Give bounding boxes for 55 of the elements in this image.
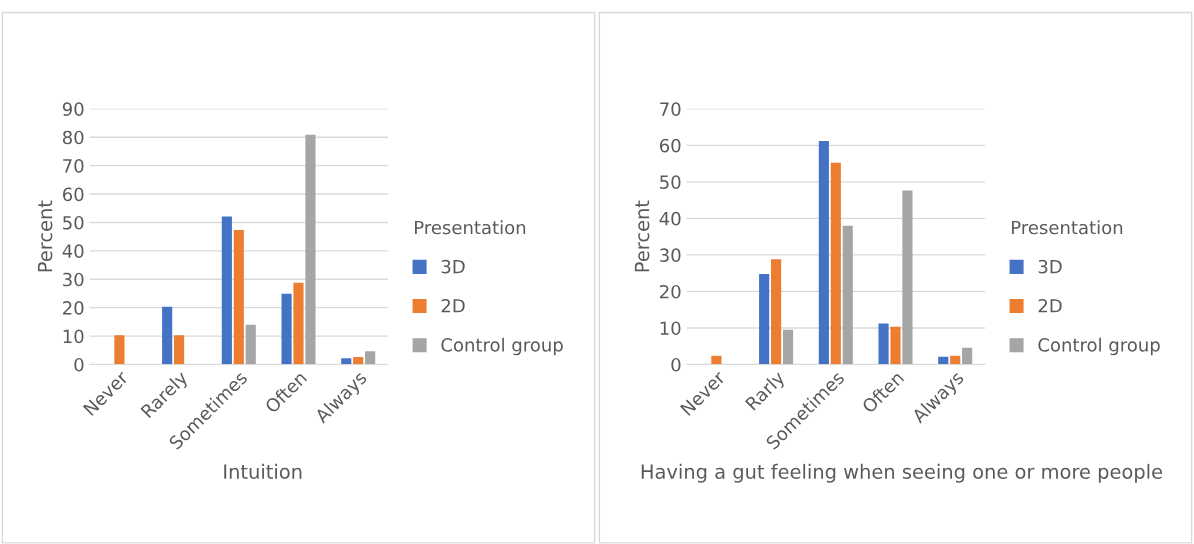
bar <box>902 190 913 365</box>
bar <box>759 273 770 365</box>
bar <box>818 140 829 365</box>
legend-title: Presentation <box>415 220 526 235</box>
y-tick-label: 30 <box>660 248 681 263</box>
legend-label: 2D <box>441 298 465 313</box>
bar <box>245 324 256 365</box>
y-tick-label: 20 <box>660 284 681 299</box>
bar <box>938 356 949 365</box>
y-tick-label: 90 <box>62 102 84 116</box>
y-tick-label: 70 <box>660 102 681 116</box>
y-tick-label: 40 <box>62 244 84 258</box>
bar <box>782 329 794 365</box>
bar <box>365 351 376 365</box>
bar <box>830 162 841 365</box>
bar <box>221 216 232 365</box>
bar <box>771 259 782 365</box>
bar <box>233 230 244 365</box>
bar <box>950 355 961 365</box>
y-tick-label: 0 <box>74 357 84 372</box>
bar <box>293 282 304 365</box>
legend-label: 3D <box>1038 259 1062 274</box>
bar <box>878 323 889 365</box>
legend-title: Presentation <box>1012 220 1123 235</box>
y-tick-label: 30 <box>63 272 84 287</box>
y-tick-label: 0 <box>671 357 681 372</box>
y-tick-label: 60 <box>659 138 681 153</box>
bar <box>353 357 364 365</box>
legend-label: 3D <box>441 259 465 274</box>
y-tick-label: 20 <box>63 301 84 315</box>
legend-label: 2D <box>1038 298 1062 313</box>
y-tick-label: 80 <box>62 130 84 145</box>
bar <box>890 326 901 365</box>
legend-label: Control group <box>441 337 563 356</box>
y-axis-title: Percent <box>634 200 650 272</box>
bar <box>114 335 125 365</box>
bar <box>174 335 185 365</box>
bar <box>341 358 352 365</box>
bar <box>305 134 316 365</box>
bar <box>962 347 973 365</box>
bar <box>842 225 853 365</box>
y-tick-label: 60 <box>62 187 84 202</box>
y-tick-label: 70 <box>63 159 84 173</box>
y-axis-title: Percent <box>37 200 53 272</box>
x-axis-title: Having a gut feeling when seeing one or more people <box>641 463 1163 483</box>
y-tick-label: 50 <box>63 215 84 230</box>
y-tick-label: 50 <box>660 175 681 189</box>
legend-label: Control group <box>1038 337 1160 356</box>
bar <box>281 293 292 365</box>
y-tick-label: 40 <box>659 211 681 226</box>
bar <box>711 355 722 365</box>
x-axis-title: Intuition <box>224 463 302 479</box>
y-tick-label: 10 <box>660 321 681 336</box>
y-tick-label: 10 <box>63 329 84 344</box>
bar <box>162 306 173 365</box>
